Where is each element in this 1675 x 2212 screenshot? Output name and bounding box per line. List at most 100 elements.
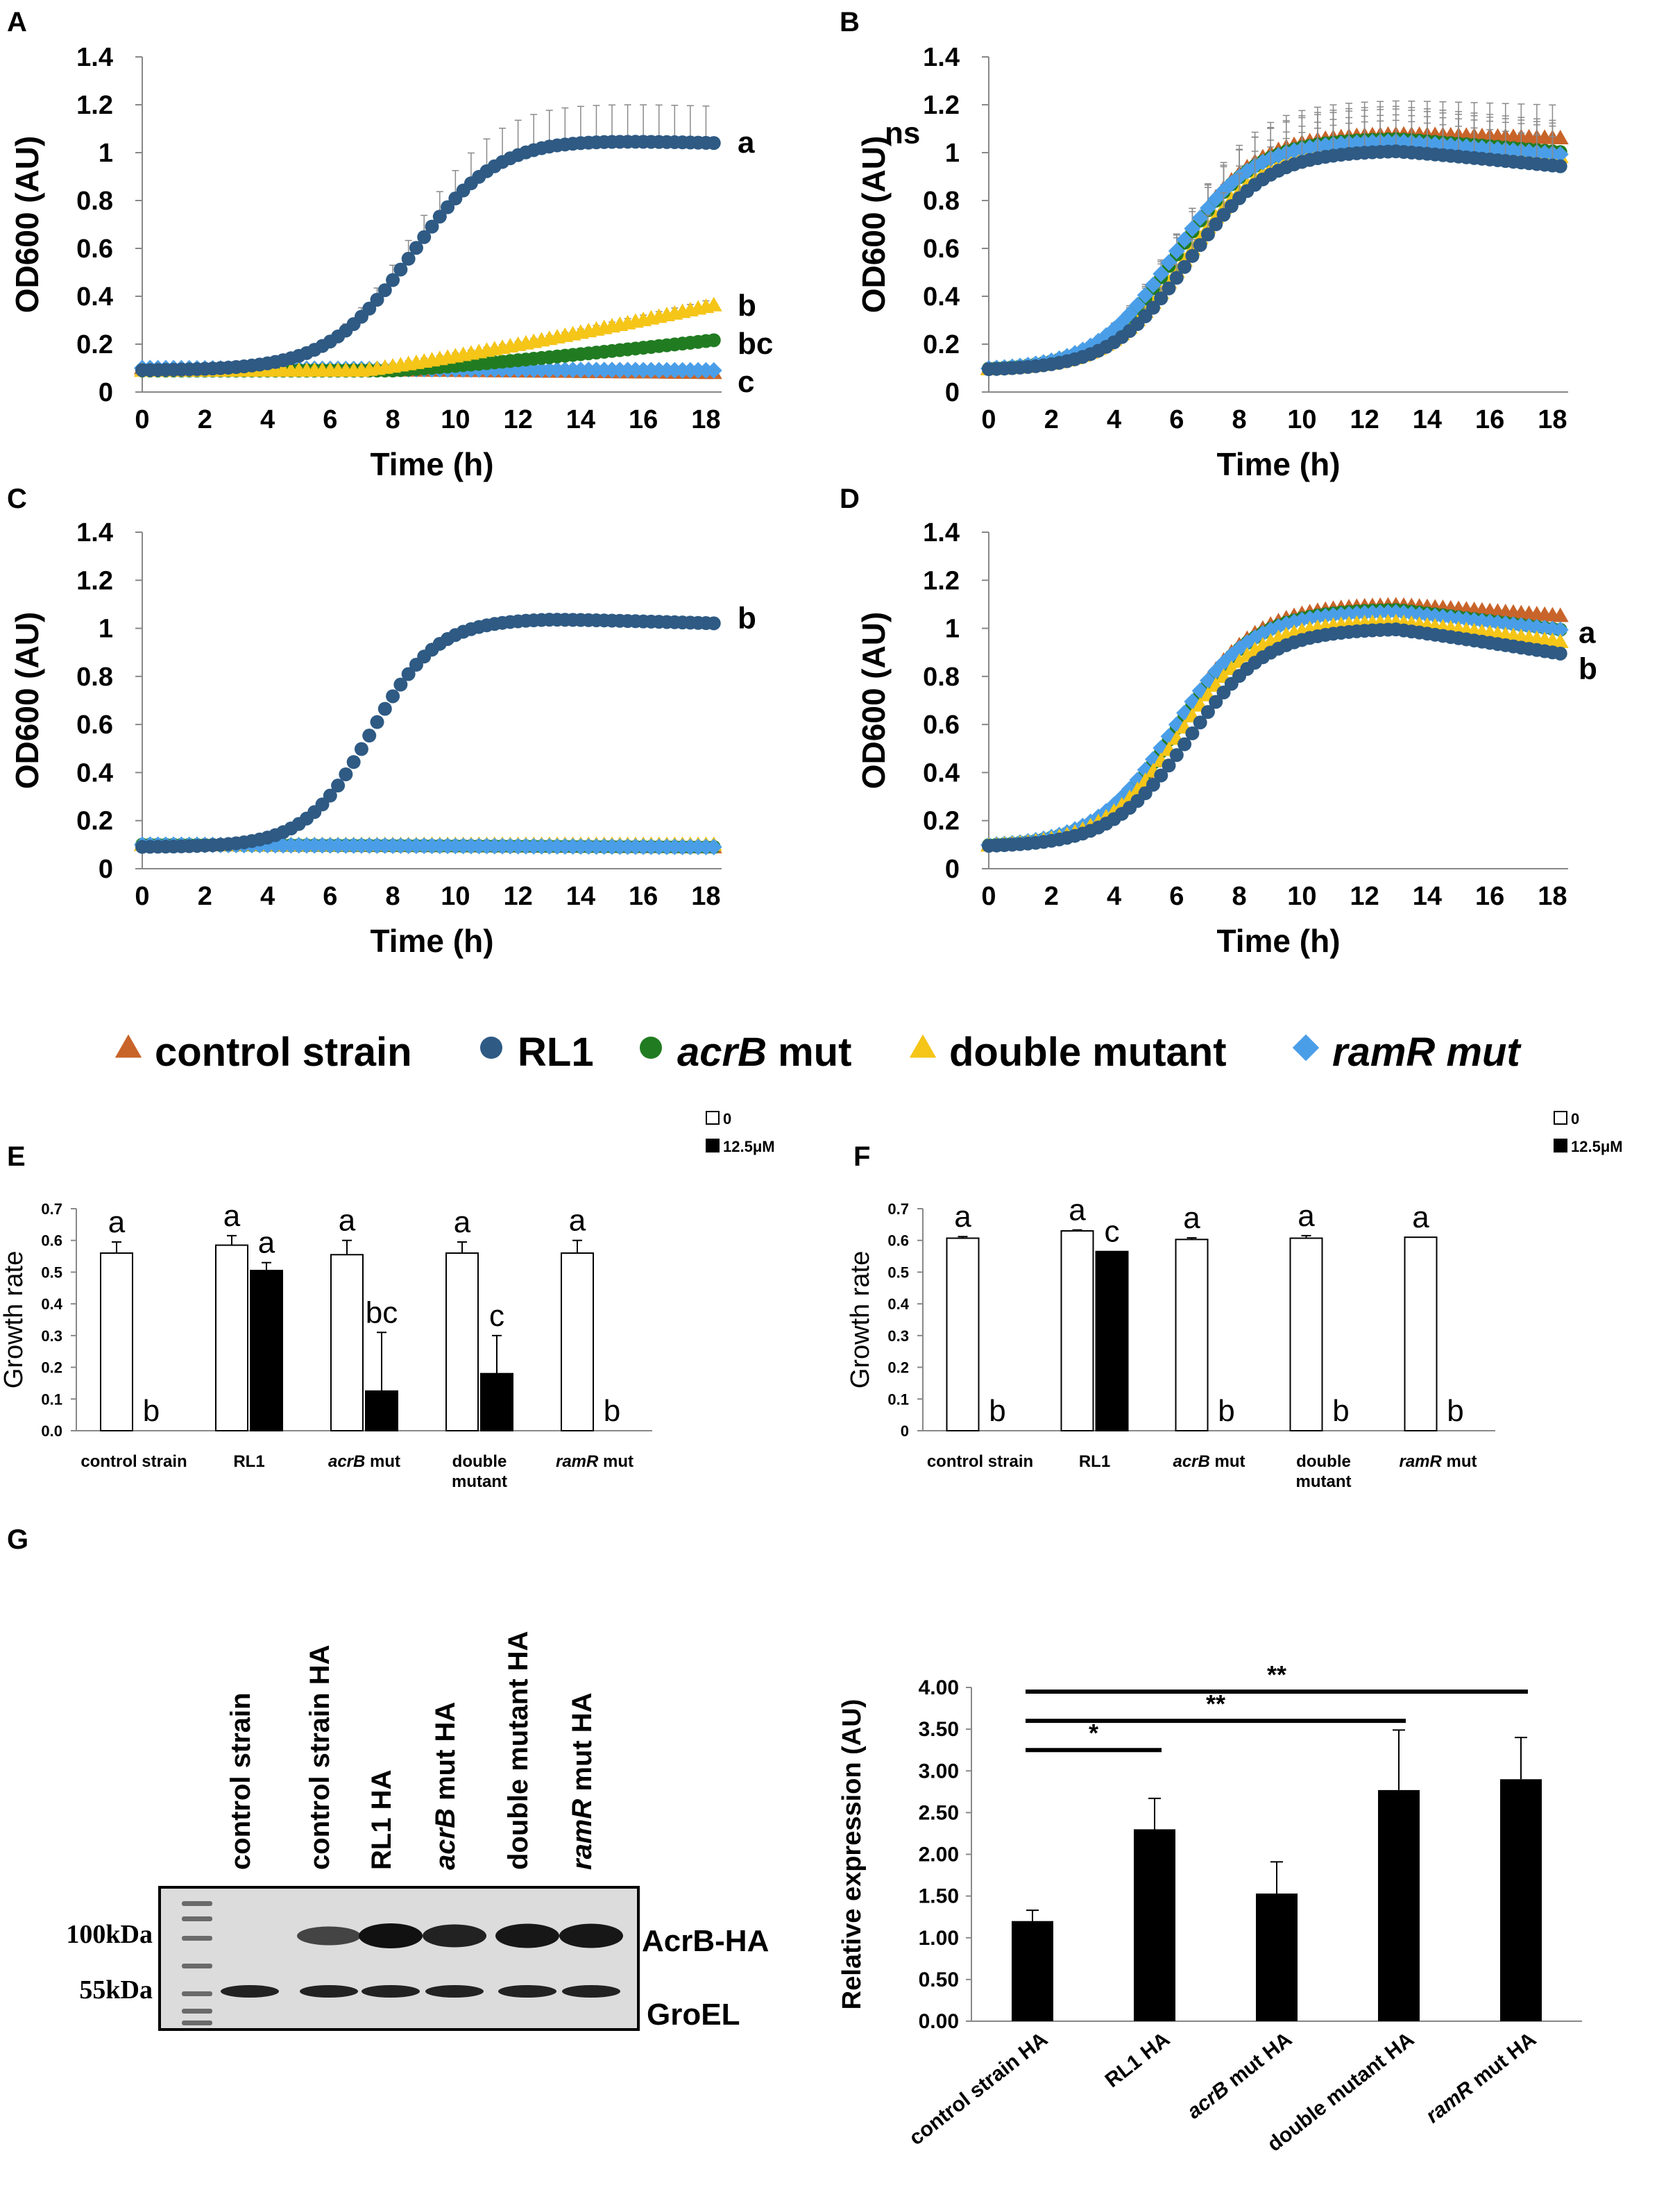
- y-tick-label: 0.4: [41, 1295, 62, 1313]
- data-point: [1176, 231, 1193, 248]
- lane-label: double mutant HA: [503, 1631, 534, 1870]
- legend-label-ramr: ramR mut: [1332, 1030, 1522, 1075]
- data-point: [377, 701, 392, 716]
- x-tick-label: 2: [198, 405, 212, 434]
- y-tick-label: 0.3: [41, 1327, 62, 1345]
- data-point: [1199, 199, 1216, 216]
- category-label: double mutant: [1296, 1452, 1352, 1491]
- y-tick-label: 0.6: [76, 235, 113, 264]
- significance-letter: a: [339, 1204, 356, 1238]
- y-tick-label: 1.4: [923, 43, 960, 72]
- chart-panel-g-quant: 0.00 0.50 1.00 1.50 2.00 2.50 3.00 3.50 4.00 Rela…: [838, 1660, 1582, 2156]
- bar: [1500, 1779, 1542, 2021]
- data-point: [1184, 220, 1201, 237]
- data-point: [1162, 281, 1176, 296]
- data-point: [401, 251, 416, 266]
- bar-untreated: [330, 1254, 364, 1432]
- data-point: [1551, 130, 1569, 145]
- panel-label: A: [7, 7, 27, 37]
- legend-swatch: [706, 1139, 720, 1152]
- y-tick-label: 1: [945, 139, 960, 168]
- category-label: control strain HA: [905, 2028, 1052, 2150]
- marker-55kda: 55kDa: [79, 1975, 153, 2005]
- chart-panel-c: C 0 0.2 0.4 0.6 0.8 1 1.2 1.4 0 2 4 6 8 10 12 14 16 18 Time…: [7, 484, 756, 959]
- chart-panel-b: B 0 0.2 0.4 0.6 0.8 1 1.2 1.4 0 2 4 6 8 10 12 14 16 18 Time…: [840, 7, 1569, 482]
- y-tick-label: 0.2: [923, 807, 960, 836]
- data-point: [1551, 607, 1569, 622]
- significance-letter: a: [258, 1226, 275, 1260]
- category-label-rest: mut: [1210, 1452, 1245, 1471]
- data-point: [1154, 768, 1168, 783]
- data-point: [1209, 695, 1223, 709]
- y-tick-label: 2.50: [919, 1801, 959, 1824]
- ladder-band: [182, 2009, 212, 2014]
- data-point: [1146, 777, 1160, 792]
- x-axis-title: Time (h): [1216, 446, 1340, 482]
- category-label-rest: mut: [598, 1452, 634, 1471]
- legend-label: 0: [1571, 1110, 1579, 1128]
- y-tick-label: 0.4: [887, 1295, 909, 1313]
- chart-panel-d: D 0 0.2 0.4 0.6 0.8 1 1.2 1.4 0 2 4 6 8 10 12 14 16 18 Time…: [840, 484, 1597, 959]
- data-point: [1551, 146, 1569, 163]
- y-tick-label: 3.00: [919, 1760, 959, 1783]
- y-axis-title: Growth rate: [0, 1251, 28, 1389]
- significance-letter: a: [1298, 1199, 1315, 1233]
- x-tick-label: 16: [1475, 882, 1504, 911]
- significance-letter: a: [223, 1199, 241, 1233]
- category-label-gene: acrB: [1173, 1452, 1209, 1471]
- bar-legend: 0 12.5μM: [1554, 1110, 1623, 1155]
- data-point: [1146, 300, 1160, 315]
- data-point: [425, 219, 439, 234]
- band-label-groel: GroEL: [647, 1998, 740, 2032]
- significance-letter: a: [1412, 1200, 1429, 1234]
- y-tick-label: 0.2: [41, 1359, 62, 1377]
- data-point: [1129, 296, 1146, 314]
- data-point: [386, 273, 400, 287]
- y-tick-label: 1: [99, 615, 113, 644]
- data-point: [1121, 305, 1139, 323]
- data-point: [1553, 646, 1567, 661]
- lane-label-gene: ramR: [567, 1799, 597, 1870]
- significance-letter: b: [604, 1394, 620, 1428]
- significance-letter: a: [738, 126, 755, 160]
- x-tick-label: 18: [691, 882, 720, 911]
- band-acrb-ha: [297, 1926, 361, 1946]
- data-point: [1144, 276, 1162, 293]
- ladder: [182, 1901, 212, 2025]
- y-tick-label: 0.0: [41, 1422, 62, 1440]
- significance-letter: b: [143, 1394, 160, 1428]
- y-tick-label: 0.3: [887, 1327, 909, 1345]
- ladder-band: [182, 2020, 212, 2025]
- y-axis-title: OD600 (AU): [856, 136, 892, 314]
- y-tick-label: 1.2: [923, 91, 960, 120]
- data-point: [1154, 291, 1168, 306]
- bar-untreated: [1404, 1236, 1438, 1431]
- series-rl1: [982, 119, 1567, 377]
- data-point: [377, 283, 392, 298]
- y-tick-label: 0.2: [76, 807, 113, 836]
- y-tick-label: 0.1: [887, 1390, 909, 1408]
- category-label: acrB mut: [328, 1452, 400, 1471]
- lane-label-gene: acrB: [430, 1808, 461, 1870]
- y-tick-label: 1.4: [76, 518, 113, 547]
- panel-label: B: [840, 7, 860, 37]
- legend-label-acrb-rest: mut: [767, 1030, 851, 1075]
- bar-treated: [480, 1372, 513, 1431]
- x-tick-label: 0: [135, 405, 149, 434]
- band-groel: [362, 1985, 420, 1998]
- data-point: [432, 210, 447, 224]
- data-point: [393, 677, 408, 692]
- x-axis-title: Time (h): [370, 923, 493, 959]
- x-tick-label: 4: [260, 882, 275, 911]
- significance-letter: bc: [366, 1295, 398, 1329]
- y-tick-label: 0.4: [923, 282, 960, 312]
- data-point: [417, 230, 432, 244]
- legend-swatch: [1554, 1139, 1567, 1152]
- y-tick-label: 0.5: [41, 1264, 62, 1281]
- x-tick-label: 14: [1413, 405, 1442, 434]
- data-point: [1191, 210, 1209, 227]
- data-point: [386, 689, 400, 704]
- y-tick-label: 0.4: [923, 758, 960, 788]
- ladder-band: [182, 1964, 212, 1968]
- lane-label-rest: mut HA: [567, 1692, 597, 1798]
